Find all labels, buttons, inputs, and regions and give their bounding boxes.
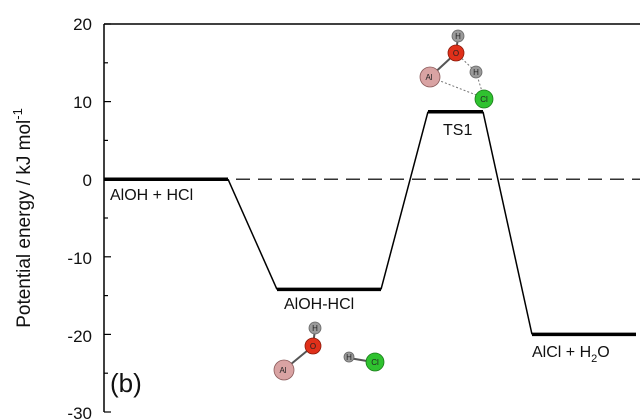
y-ticks (104, 23, 111, 413)
aluminium-atom-complex (273, 359, 295, 381)
ts1-molecule: H O Al H Cl (419, 29, 494, 109)
hydrogen-atom-complex-label: H (312, 324, 318, 333)
hydrogen-atom-complex-2 (343, 351, 355, 363)
aluminium-atom-complex-label: Al (279, 366, 286, 375)
y-tick-label-10: 10 (73, 93, 92, 112)
complex-molecule: H O Al H Cl (273, 321, 385, 381)
state-label-products: AlCl + H2O (532, 344, 610, 365)
y-tick-label-minus-20: -20 (67, 327, 92, 346)
chlorine-atom-complex (365, 352, 385, 372)
connector-0-1 (227, 178, 278, 290)
aluminium-atom (419, 66, 441, 88)
state-label-reactants: AlOH + HCl (110, 187, 193, 204)
y-axis-title: Potential energy / kJ mol-1 (10, 108, 35, 328)
state-label-ts1: TS1 (443, 122, 472, 139)
hydrogen-atom-2 (469, 65, 483, 79)
y-tick-label-minus-10: -10 (67, 249, 92, 268)
state-label-complex: AlOH-HCl (284, 296, 354, 313)
oxygen-atom (447, 44, 465, 62)
y-tick-label-20: 20 (73, 15, 92, 34)
hydrogen-atom-complex-2-label: H (346, 353, 352, 362)
hydrogen-atom-label: H (455, 32, 461, 41)
connector-1-2 (380, 111, 429, 290)
chlorine-atom-complex-label: Cl (371, 358, 379, 367)
energy-profile (104, 109, 636, 337)
panel-label: (b) (110, 368, 142, 398)
connector-2-3 (482, 111, 533, 335)
y-tick-label-minus-30: -30 (67, 404, 92, 419)
chlorine-atom (474, 89, 494, 109)
aluminium-atom-label: Al (425, 73, 432, 82)
oxygen-atom-label: O (453, 49, 459, 58)
oxygen-atom-complex (304, 337, 322, 355)
y-tick-label-0: 0 (83, 171, 92, 190)
chlorine-atom-label: Cl (480, 95, 488, 104)
oxygen-atom-complex-label: O (310, 342, 316, 351)
hydrogen-atom-2-label: H (473, 68, 479, 77)
hydrogen-atom (451, 29, 465, 43)
hydrogen-atom-complex (308, 321, 322, 335)
